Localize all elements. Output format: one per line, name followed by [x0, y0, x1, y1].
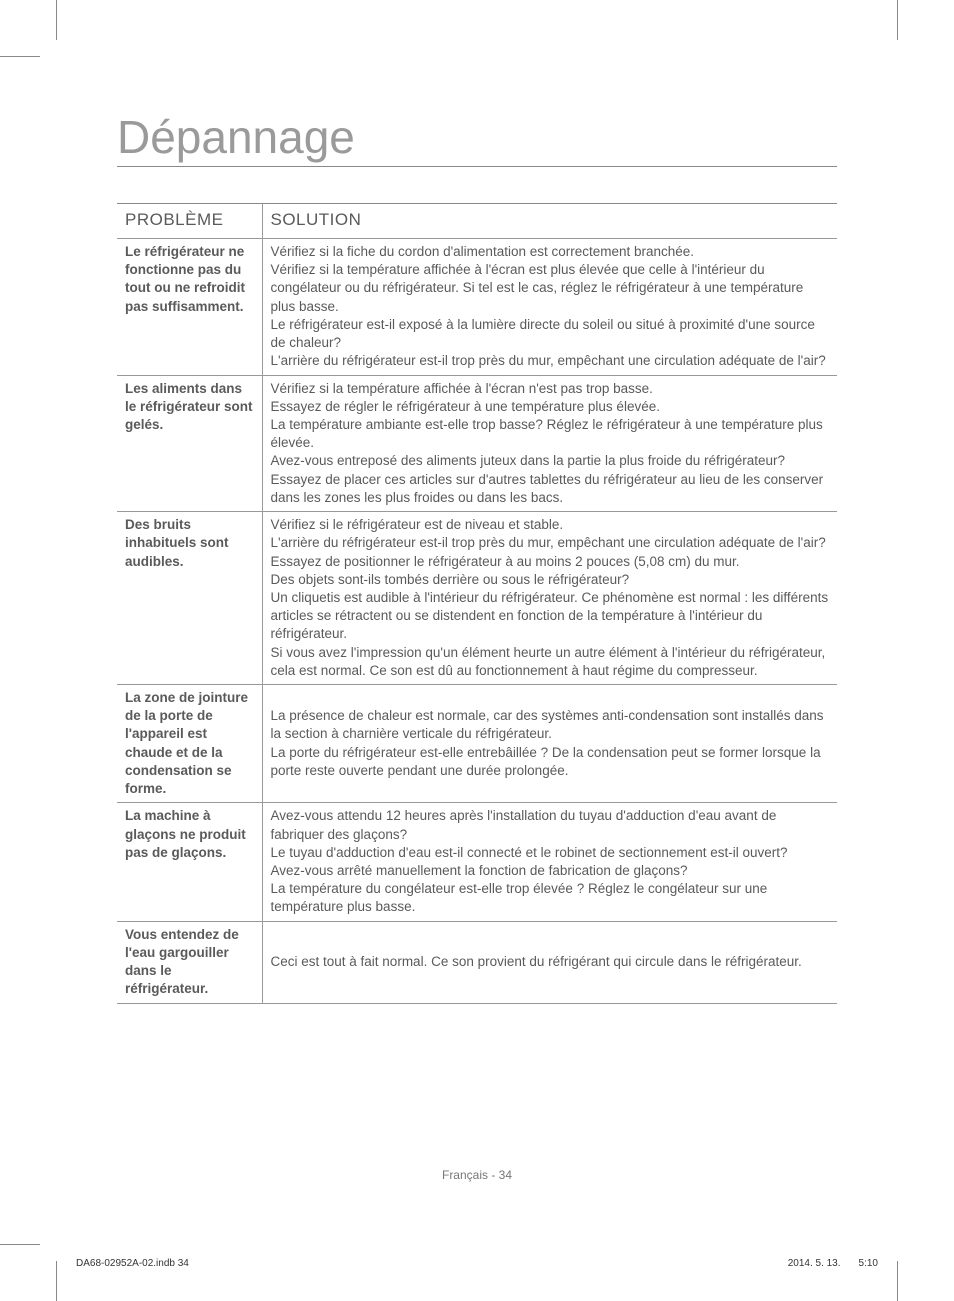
solution-cell: Vérifiez si la température affichée à l'… — [262, 375, 837, 512]
crop-mark — [897, 0, 898, 40]
troubleshooting-table: PROBLÈME SOLUTION Le réfrigérateur ne fo… — [117, 203, 837, 1004]
problem-cell: La machine à glaçons ne produit pas de g… — [117, 803, 262, 921]
solution-cell: Ceci est tout à fait normal. Ce son prov… — [262, 921, 837, 1003]
problem-cell: Le réfrigérateur ne fonctionne pas du to… — [117, 239, 262, 376]
solution-cell: Avez-vous attendu 12 heures après l'inst… — [262, 803, 837, 921]
table-row: Vous entendez de l'eau gargouiller dans … — [117, 921, 837, 1003]
footer-filename: DA68-02952A-02.indb 34 — [76, 1258, 189, 1269]
problem-cell: Les aliments dans le réfrigérateur sont … — [117, 375, 262, 512]
crop-mark — [0, 56, 40, 57]
table-row: La machine à glaçons ne produit pas de g… — [117, 803, 837, 921]
page-number-footer: Français - 34 — [0, 1168, 954, 1182]
solution-cell: La présence de chaleur est normale, car … — [262, 685, 837, 803]
solution-cell: Vérifiez si le réfrigérateur est de nive… — [262, 512, 837, 685]
document-footer: DA68-02952A-02.indb 34 2014. 5. 13. 5:10 — [76, 1258, 878, 1269]
problem-cell: Des bruits inhabituels sont audibles. — [117, 512, 262, 685]
header-problem: PROBLÈME — [117, 204, 262, 239]
crop-mark — [56, 1261, 57, 1301]
page-content: Dépannage PROBLÈME SOLUTION Le réfrigéra… — [117, 110, 837, 1004]
header-solution: SOLUTION — [262, 204, 837, 239]
problem-cell: Vous entendez de l'eau gargouiller dans … — [117, 921, 262, 1003]
solution-cell: Vérifiez si la fiche du cordon d'aliment… — [262, 239, 837, 376]
table-row: Le réfrigérateur ne fonctionne pas du to… — [117, 239, 837, 376]
table-row: Des bruits inhabituels sont audibles.Vér… — [117, 512, 837, 685]
page-title: Dépannage — [117, 110, 837, 167]
footer-time: 5:10 — [859, 1258, 878, 1269]
crop-mark — [56, 0, 57, 40]
problem-cell: La zone de jointure de la porte de l'app… — [117, 685, 262, 803]
table-header-row: PROBLÈME SOLUTION — [117, 204, 837, 239]
footer-date: 2014. 5. 13. — [788, 1258, 841, 1269]
crop-mark — [897, 1261, 898, 1301]
table-row: La zone de jointure de la porte de l'app… — [117, 685, 837, 803]
table-row: Les aliments dans le réfrigérateur sont … — [117, 375, 837, 512]
crop-mark — [0, 1244, 40, 1245]
